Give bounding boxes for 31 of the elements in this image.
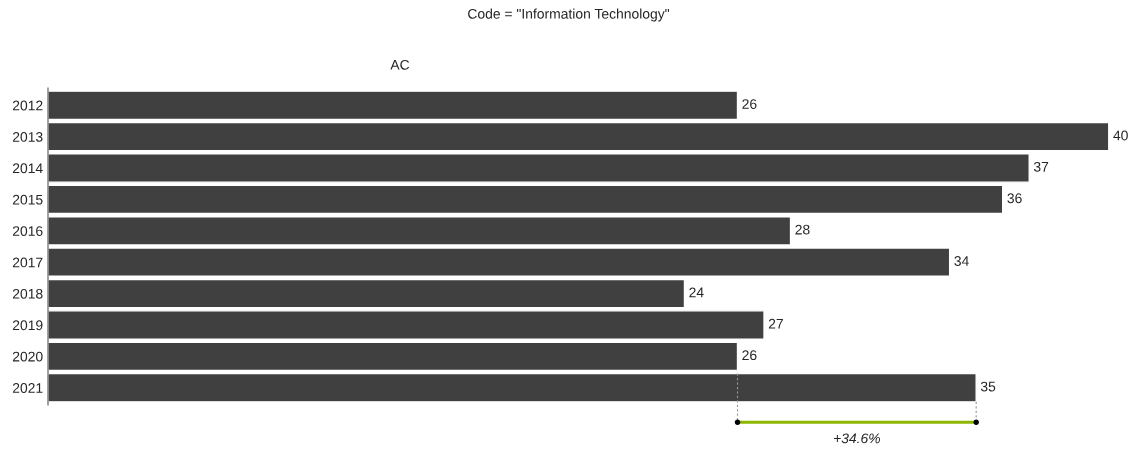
bar: [48, 341, 739, 372]
data-label: 27: [768, 318, 783, 329]
y-tick-label: 2012: [12, 100, 43, 111]
y-tick-label: 2016: [12, 226, 43, 236]
bar: [48, 121, 1110, 152]
y-tick-label: 2013: [12, 131, 43, 142]
y-tick-label: 2021: [12, 383, 43, 393]
bar: [48, 153, 1030, 183]
chart-subtitle: AC: [390, 59, 410, 70]
chart-title: Code = "Information Technology": [468, 8, 670, 22]
y-tick-label: 2020: [12, 351, 43, 362]
bar: [48, 90, 739, 121]
bar: [48, 372, 977, 403]
y-tick-label: 2018: [12, 288, 43, 299]
bar: [48, 184, 1004, 215]
text: +34.6%: [833, 433, 880, 444]
data-label: 26: [742, 99, 757, 109]
y-tick-label: 2014: [12, 163, 43, 174]
bar: [48, 278, 686, 309]
bar: [48, 310, 765, 340]
data-label: 26: [742, 350, 757, 361]
data-label: 28: [795, 224, 810, 235]
y-tick-label: 2019: [12, 320, 43, 331]
data-label: 34: [954, 256, 969, 266]
y-tick-label: 2017: [12, 257, 43, 268]
data-label: 24: [689, 287, 704, 298]
data-label: 35: [980, 381, 996, 392]
data-label: 40: [1113, 130, 1128, 141]
y-tick-label: 2015: [12, 194, 43, 205]
data-label: 37: [1033, 161, 1049, 172]
data-label: 36: [1007, 193, 1022, 204]
